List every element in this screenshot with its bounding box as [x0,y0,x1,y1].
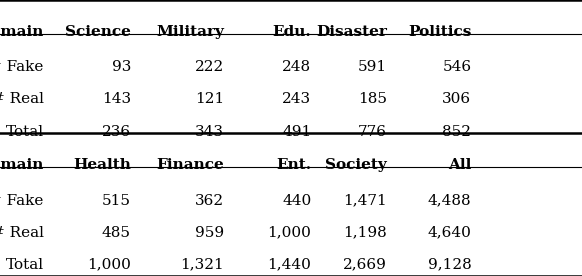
Text: 2,669: 2,669 [343,258,387,272]
Text: # Real: # Real [0,92,44,107]
Text: # Real: # Real [0,226,44,240]
Text: 852: 852 [442,124,471,139]
Text: 546: 546 [442,60,471,75]
Text: # Fake: # Fake [0,60,44,75]
Text: 485: 485 [102,226,131,240]
Text: Health: Health [73,158,131,172]
Text: Military: Military [156,25,224,39]
Text: 1,000: 1,000 [268,226,311,240]
Text: 776: 776 [358,124,387,139]
Text: 1,321: 1,321 [180,258,224,272]
Text: 440: 440 [282,193,311,208]
Text: 248: 248 [282,60,311,75]
Text: 362: 362 [195,193,224,208]
Text: 591: 591 [358,60,387,75]
Text: Society: Society [325,158,387,172]
Text: 236: 236 [102,124,131,139]
Text: Total: Total [5,124,44,139]
Text: 1,000: 1,000 [87,258,131,272]
Text: 343: 343 [195,124,224,139]
Text: 491: 491 [282,124,311,139]
Text: 9,128: 9,128 [428,258,471,272]
Text: Science: Science [65,25,131,39]
Text: 959: 959 [195,226,224,240]
Text: 143: 143 [102,92,131,107]
Text: 243: 243 [282,92,311,107]
Text: Total: Total [5,258,44,272]
Text: Finance: Finance [157,158,224,172]
Text: Disaster: Disaster [316,25,387,39]
Text: 121: 121 [195,92,224,107]
Text: 515: 515 [102,193,131,208]
Text: Ent.: Ent. [276,158,311,172]
Text: Edu.: Edu. [272,25,311,39]
Text: 93: 93 [112,60,131,75]
Text: 4,488: 4,488 [428,193,471,208]
Text: Domain: Domain [0,25,44,39]
Text: 185: 185 [358,92,387,107]
Text: 1,198: 1,198 [343,226,387,240]
Text: All: All [448,158,471,172]
Text: 1,471: 1,471 [343,193,387,208]
Text: 4,640: 4,640 [428,226,471,240]
Text: Domain: Domain [0,158,44,172]
Text: 1,440: 1,440 [268,258,311,272]
Text: Politics: Politics [408,25,471,39]
Text: 222: 222 [195,60,224,75]
Text: # Fake: # Fake [0,193,44,208]
Text: 306: 306 [442,92,471,107]
